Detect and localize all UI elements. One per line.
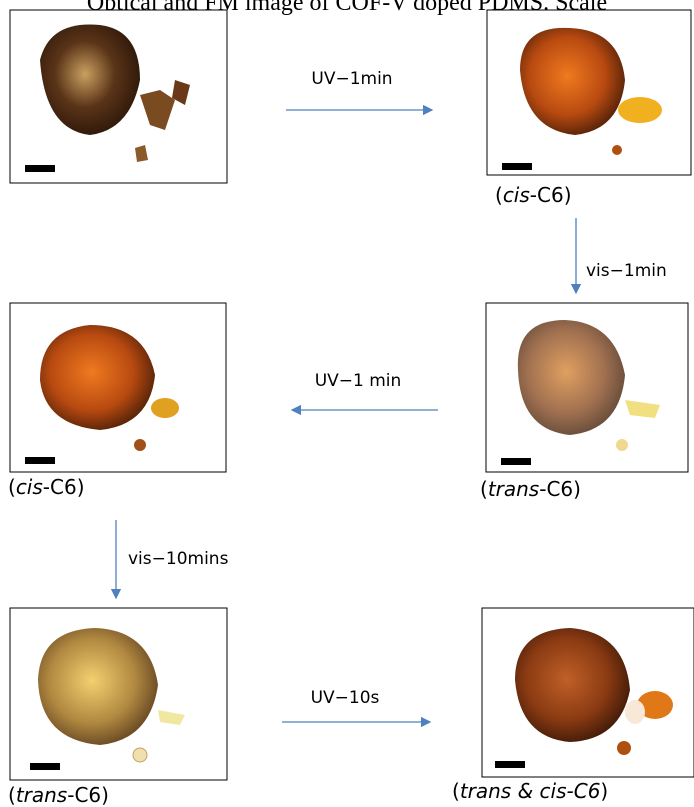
label-part: -C6) [539, 477, 581, 501]
label-part: -C6) [530, 183, 572, 207]
label-part: -C6) [67, 783, 109, 807]
label-part: trans [488, 477, 539, 501]
panel-image [487, 10, 691, 175]
figure: Optical and FM image of COF-V doped PDMS… [0, 0, 694, 807]
label-part: cis [16, 475, 43, 499]
label-part: trans [16, 783, 67, 807]
panel-label: (trans-C6) [8, 783, 109, 807]
label-part: ( [495, 183, 503, 207]
step-label: UV−1min [311, 69, 392, 89]
panel-label: (trans & cis-C6) [452, 779, 608, 803]
label-part: ( [8, 475, 16, 499]
panel-image [10, 608, 227, 780]
panel-label: (cis-C6) [8, 475, 85, 499]
label-part: ( [452, 779, 460, 803]
step-label: vis−1min [586, 261, 667, 281]
panel-label: (trans-C6) [480, 477, 581, 501]
panel-image [482, 608, 694, 777]
panel-image [486, 303, 688, 472]
label-part: ) [600, 779, 608, 803]
label-part: trans & cis-C6 [460, 779, 601, 803]
step-label: UV−1 min [315, 371, 402, 391]
step-label: UV−10s [311, 688, 380, 708]
step-label: vis−10mins [128, 549, 229, 569]
label-part: -C6) [43, 475, 85, 499]
label-part: cis [503, 183, 530, 207]
panel-label: (cis-C6) [495, 183, 572, 207]
label-part: ( [480, 477, 488, 501]
label-part: ( [8, 783, 16, 807]
panel-image [10, 10, 227, 183]
panel-image [10, 303, 226, 472]
